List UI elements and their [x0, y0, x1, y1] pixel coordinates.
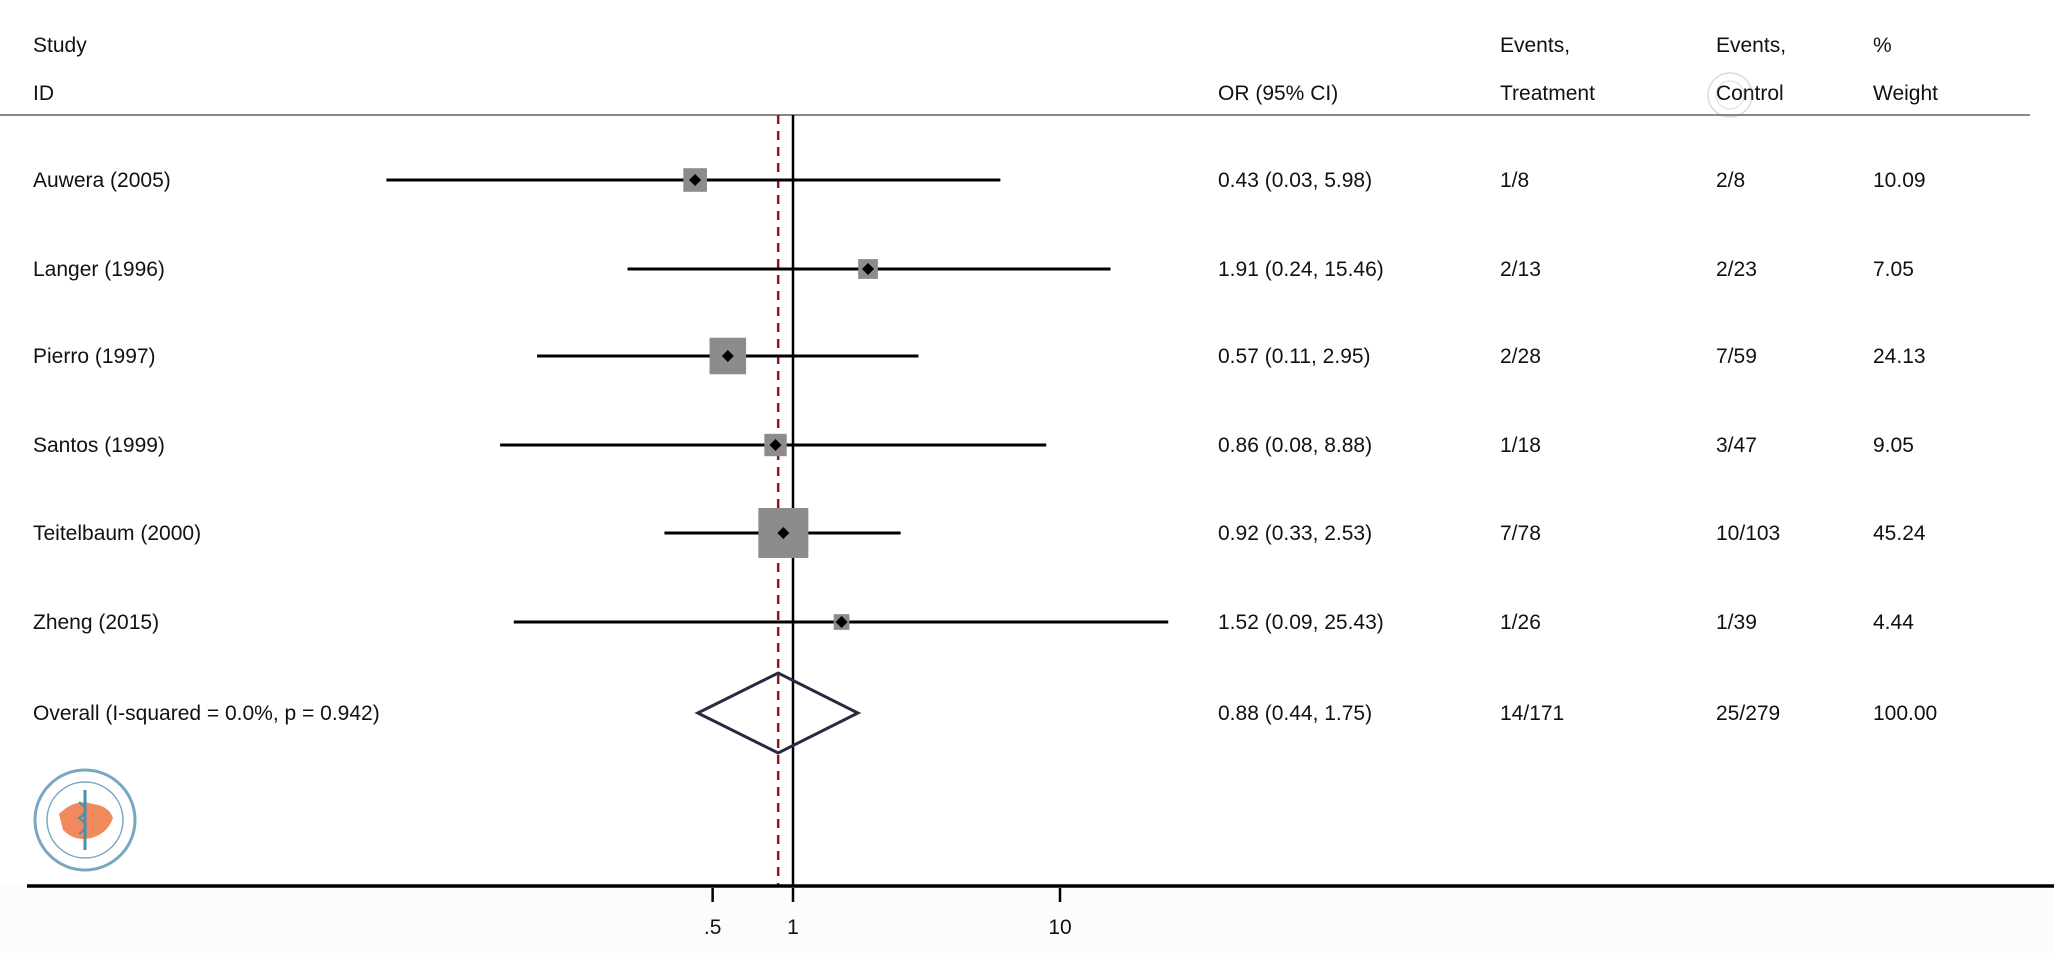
study-label: Teitelbaum (2000): [33, 522, 201, 545]
study-rows: Auwera (2005) 0.43 (0.03, 5.98) 1/8 2/8 10.0…: [33, 115, 1937, 886]
or-ci-text: 1.91 (0.24, 15.46): [1218, 258, 1384, 281]
weight-text: 24.13: [1873, 345, 1926, 368]
study-row: Pierro (1997) 0.57 (0.11, 2.95) 2/28 7/59 24…: [33, 337, 1926, 375]
control-events: 2/23: [1716, 258, 1757, 281]
header-id: ID: [33, 82, 54, 105]
header: Study ID OR (95% CI) Events, Treatment E…: [0, 34, 2030, 118]
control-events: 1/39: [1716, 611, 1757, 634]
study-label: Zheng (2015): [33, 611, 159, 634]
weight-text: 45.24: [1873, 522, 1926, 545]
weight-text: 7.05: [1873, 258, 1914, 281]
treatment-events: 1/26: [1500, 611, 1541, 634]
study-row: Auwera (2005) 0.43 (0.03, 5.98) 1/8 2/8 10.0…: [33, 168, 1926, 192]
or-ci-text: 1.52 (0.09, 25.43): [1218, 611, 1384, 634]
header-treatment-1: Events,: [1500, 34, 1570, 57]
overall-treatment-events: 14/171: [1500, 702, 1564, 725]
study-row: Teitelbaum (2000) 0.92 (0.33, 2.53) 7/78 10…: [33, 508, 1926, 558]
header-study: Study: [33, 34, 87, 57]
weight-text: 10.09: [1873, 169, 1926, 192]
overall-control-events: 25/279: [1716, 702, 1780, 725]
control-events: 3/47: [1716, 434, 1757, 457]
treatment-events: 2/28: [1500, 345, 1541, 368]
watermark-logo-icon: [1707, 72, 1753, 118]
treatment-events: 1/8: [1500, 169, 1529, 192]
header-control-1: Events,: [1716, 34, 1786, 57]
overall-diamond: [694, 671, 862, 755]
control-events: 7/59: [1716, 345, 1757, 368]
point-estimate: [835, 616, 848, 628]
header-control-2: Control: [1716, 82, 1784, 105]
study-row: Zheng (2015) 1.52 (0.09, 25.43) 1/26 1/39 4.…: [33, 611, 1914, 634]
control-events: 10/103: [1716, 522, 1780, 545]
study-label: Santos (1999): [33, 434, 165, 457]
x-axis: .5 1 10: [27, 884, 2054, 939]
point-estimate: [769, 439, 782, 451]
point-estimate: [777, 527, 790, 539]
or-ci-text: 0.86 (0.08, 8.88): [1218, 434, 1372, 457]
or-ci-text: 0.43 (0.03, 5.98): [1218, 169, 1372, 192]
study-label: Auwera (2005): [33, 169, 171, 192]
header-weight-1: %: [1873, 34, 1892, 57]
control-events: 2/8: [1716, 169, 1745, 192]
or-ci-text: 0.92 (0.33, 2.53): [1218, 522, 1372, 545]
study-row: Santos (1999) 0.86 (0.08, 8.88) 1/18 3/47 9.…: [33, 433, 1914, 457]
axis-band: [0, 886, 2054, 953]
header-treatment-2: Treatment: [1500, 82, 1595, 105]
or-ci-text: 0.57 (0.11, 2.95): [1218, 345, 1371, 368]
overall-label: Overall (I-squared = 0.0%, p = 0.942): [33, 702, 380, 725]
x-tick-label: 1: [787, 916, 799, 939]
overall-row: Overall (I-squared = 0.0%, p = 0.942) 0.8…: [33, 671, 1937, 755]
point-estimate: [862, 263, 875, 275]
x-tick-label: 10: [1048, 916, 1071, 939]
treatment-events: 1/18: [1500, 434, 1541, 457]
weight-text: 4.44: [1873, 611, 1914, 634]
weight-text: 9.05: [1873, 434, 1914, 457]
study-label: Pierro (1997): [33, 345, 156, 368]
treatment-events: 2/13: [1500, 258, 1541, 281]
point-estimate: [721, 350, 734, 362]
study-label: Langer (1996): [33, 258, 165, 281]
header-or: OR (95% CI): [1218, 82, 1338, 105]
x-tick-label: .5: [704, 916, 722, 939]
overall-or-ci-text: 0.88 (0.44, 1.75): [1218, 702, 1372, 725]
point-estimate: [689, 174, 702, 186]
study-row: Langer (1996) 1.91 (0.24, 15.46) 2/13 2/23 7…: [33, 258, 1914, 281]
overall-weight-text: 100.00: [1873, 702, 1937, 725]
cma-logo-icon: [33, 768, 137, 872]
header-weight-2: Weight: [1873, 82, 1938, 105]
treatment-events: 7/78: [1500, 522, 1541, 545]
